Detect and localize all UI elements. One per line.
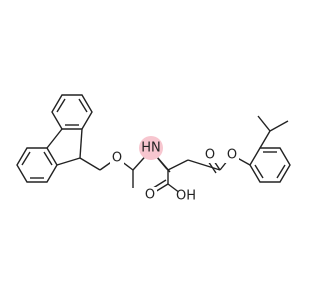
double-bond [254,164,264,179]
bond [259,130,271,149]
bond [46,128,63,149]
double-bond [78,98,88,113]
structure-diagram: O HN O OH O O [16,94,291,204]
ring [16,147,58,183]
double-bond [56,98,66,113]
atom-label: O [227,148,237,163]
atom-labels: O HN O OH O O [110,136,239,204]
label-bg [203,147,217,163]
double-bond [21,151,31,166]
atom-label: OH [176,189,196,204]
highlight [139,136,163,160]
atom-label: O [112,151,122,166]
bond [167,159,189,171]
double-bond [43,151,53,166]
label-bg [110,150,124,166]
ring [51,94,93,130]
ring [249,147,291,183]
atom-label: O [145,188,155,203]
bond [79,157,101,171]
double-bond [276,164,286,179]
label-bg [178,188,198,204]
atom-label: HN [141,141,161,156]
bond [257,115,271,132]
bond [56,157,81,166]
label-bg [143,187,157,203]
atom-label: O [205,148,215,163]
label-bg [225,147,239,163]
bond [79,128,83,159]
bond [269,120,289,132]
bond [187,159,221,171]
